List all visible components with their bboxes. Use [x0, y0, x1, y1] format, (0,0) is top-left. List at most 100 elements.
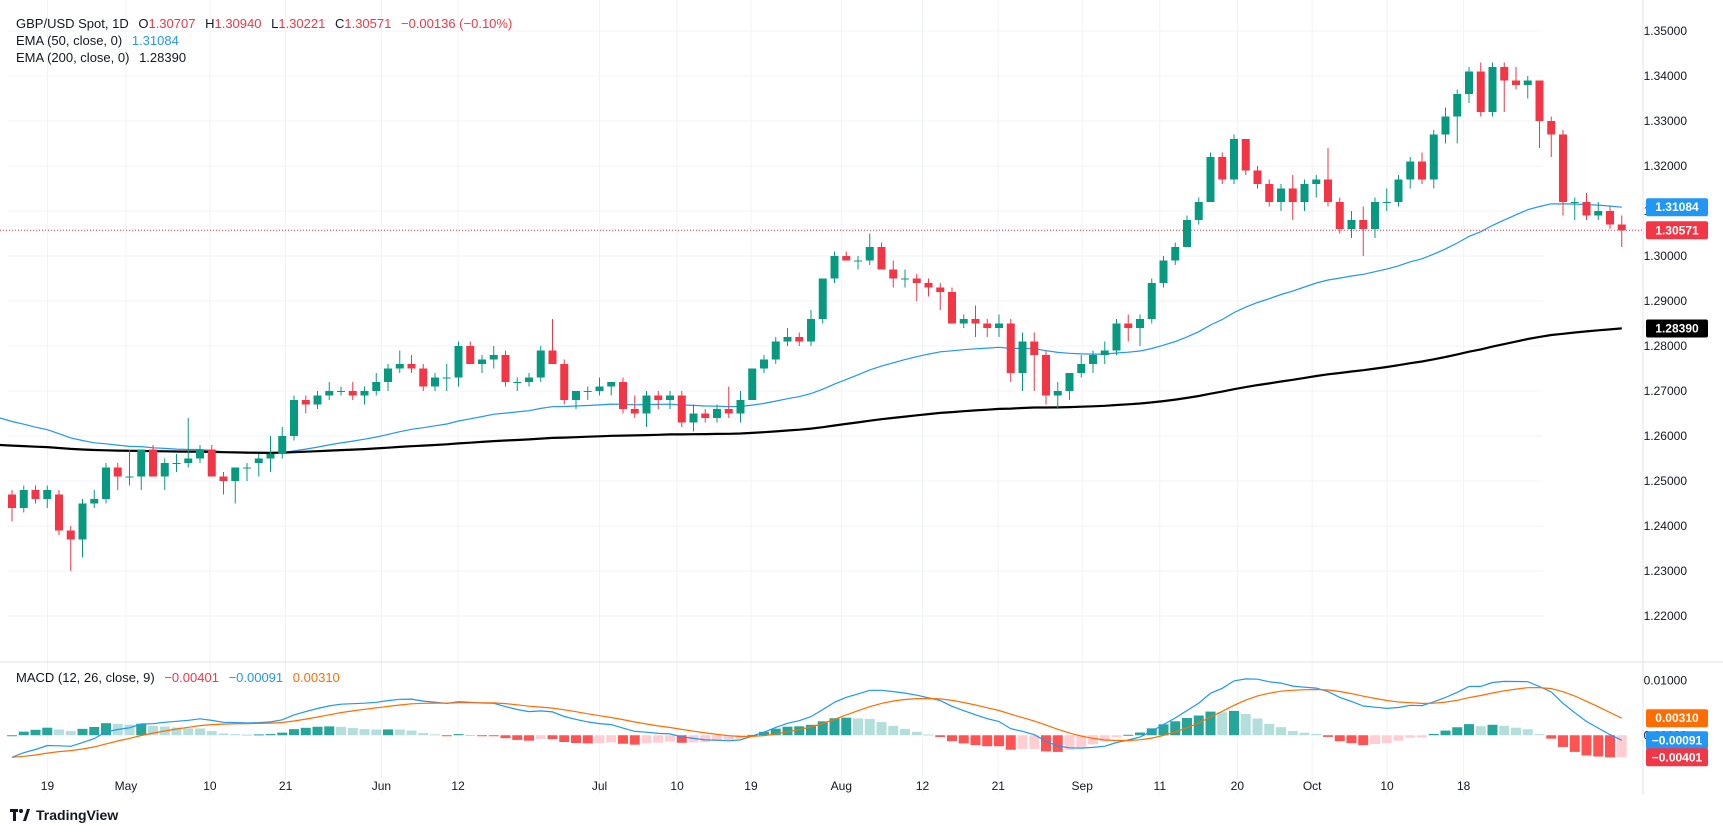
candle — [1312, 175, 1321, 198]
macd-hist-bar — [829, 718, 840, 736]
macd-hist-bar — [1381, 735, 1392, 744]
candle — [677, 391, 686, 427]
candle-body — [689, 413, 698, 423]
macd-hist-bar — [477, 735, 487, 737]
candle-body — [337, 391, 345, 392]
macd-hist-bar — [958, 735, 969, 744]
candle — [630, 395, 639, 418]
macd-hist-bar — [1522, 729, 1533, 736]
candle-body — [31, 490, 40, 499]
macd-hist-bar — [1346, 735, 1357, 744]
macd-hist-bar — [876, 722, 887, 736]
macd-hist-bar — [7, 735, 17, 737]
macd-hist-bar — [594, 735, 605, 744]
candle-body — [1394, 179, 1403, 202]
candle — [454, 341, 463, 387]
candle — [1042, 350, 1050, 405]
candle-body — [1547, 121, 1556, 135]
macd-hist-bar — [1464, 724, 1474, 736]
candle — [748, 368, 757, 400]
candle-body — [548, 350, 557, 364]
macd-hist-bar — [794, 726, 805, 736]
candle — [243, 463, 251, 481]
macd-hist-bar — [524, 735, 534, 741]
time-tick-label: 11 — [1154, 779, 1167, 793]
candle — [1030, 332, 1039, 391]
tradingview-logo[interactable]: TradingView — [10, 807, 118, 823]
candle — [1394, 175, 1403, 207]
ema50-price-label-bg — [1646, 198, 1708, 217]
time-tick-label: Oct — [1303, 779, 1322, 793]
candle — [666, 391, 674, 409]
macd-hist-price-label: −0.00401 — [1646, 748, 1708, 767]
candle-body — [172, 463, 181, 464]
macd-hist-bar — [1217, 712, 1228, 736]
macd-hist-bar — [1605, 735, 1615, 758]
candle-body — [901, 278, 909, 280]
candle — [701, 409, 710, 423]
candle-body — [760, 359, 768, 369]
candle — [1582, 193, 1591, 220]
candle-body — [113, 467, 122, 477]
candle — [231, 467, 240, 504]
candle — [184, 418, 193, 468]
candle — [1171, 242, 1180, 265]
candle-body — [713, 409, 721, 418]
candle — [78, 499, 87, 558]
macd-hist-bar — [1205, 711, 1216, 736]
macd-hist-bar — [618, 735, 628, 744]
candle — [1277, 184, 1285, 211]
candle-body — [1277, 188, 1285, 202]
macd-hist-bar — [911, 731, 922, 736]
macd-hist-bar — [723, 735, 734, 741]
candle-body — [1288, 188, 1297, 202]
candle-body — [1476, 71, 1485, 112]
price-tick-label: 1.26000 — [1644, 429, 1688, 443]
candle-body — [243, 467, 251, 469]
candle — [1371, 197, 1379, 238]
candle — [654, 391, 663, 409]
candle-body — [1465, 71, 1473, 94]
candle — [1230, 134, 1238, 184]
candle-body — [8, 494, 16, 508]
candle-body — [666, 395, 674, 400]
macd-hist-bar — [1193, 715, 1204, 736]
candle-body — [348, 391, 357, 396]
macd-hist-bar — [453, 734, 464, 736]
candle — [607, 382, 616, 396]
candle-body — [1441, 116, 1450, 135]
candle-body — [290, 400, 298, 436]
candle — [1053, 382, 1062, 409]
macd-hist-bar — [1487, 724, 1498, 736]
candle-body — [1512, 80, 1520, 85]
candle-body — [184, 458, 193, 463]
candle-body — [560, 364, 569, 400]
candle — [842, 251, 851, 261]
macd-hist-bar — [383, 729, 393, 736]
candle — [1100, 341, 1109, 364]
macd-hist-bar — [1123, 734, 1134, 736]
macd-hist-bar — [371, 729, 382, 736]
ema50-label: EMA (50, close, 0) — [16, 33, 123, 48]
ema200-price-label: 1.28390 — [1646, 319, 1708, 338]
change-value: −0.00136 (−0.10%) — [400, 16, 513, 31]
macd-hist-bar — [1064, 735, 1075, 750]
candle-body — [677, 395, 686, 423]
candle — [1523, 76, 1532, 99]
candle-body — [1606, 211, 1614, 225]
candle — [1183, 215, 1191, 247]
macd-hist-bar — [136, 723, 147, 736]
candle-body — [102, 467, 110, 499]
candle-body — [1418, 161, 1426, 180]
candle — [466, 341, 475, 364]
candle — [1465, 67, 1473, 103]
candle-body — [43, 490, 52, 499]
time-tick-label: 12 — [916, 779, 930, 793]
candle-body — [983, 323, 992, 328]
candle-body — [936, 287, 945, 292]
macd-hist-bar — [1417, 735, 1427, 738]
candle-body — [313, 395, 322, 405]
macd-hist-bar — [559, 735, 570, 743]
signal-line — [11, 686, 1623, 758]
